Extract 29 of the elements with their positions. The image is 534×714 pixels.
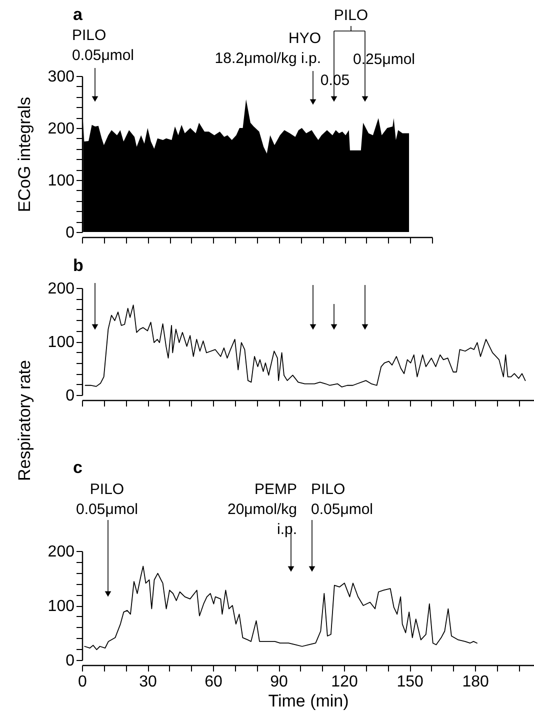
x-tick-label: 60 [204,674,223,690]
x-tick-label: 30 [139,674,158,690]
x-tick-label: 90 [270,674,288,690]
chart-title: c [73,458,82,477]
y-axis-title: Respiratory rate [14,360,34,481]
y-tick-label: 100 [48,598,75,615]
text: PILO [334,7,368,24]
text: PILO 0.05μmol [311,481,374,518]
x-tick-label: 180 [462,674,489,690]
y-tick-label: 100 [48,334,75,351]
y-tick-label: 0 [66,652,75,670]
y-tick-label: 200 [48,120,75,138]
y-tick-label: 200 [48,544,75,560]
x-tick-label: 150 [396,674,424,690]
text: HYO 18.2μmol/kg i.p. [214,30,321,67]
y-tick-label: 0 [66,388,75,404]
x-tick-label: 120 [331,674,358,690]
x-tick-label: 0 [78,674,88,690]
line-series [84,304,526,388]
y-tick-label: 300 [48,68,75,86]
chart-title: b [73,256,84,275]
chart-title: a [73,5,83,24]
y-tick-label: 200 [48,280,75,298]
x-axis-title: Time (min) [268,692,349,710]
text: PILO 0.05μmol [76,481,138,518]
text: PILO 0.05μmol [72,27,134,64]
y-tick-label: 100 [48,172,75,190]
y-axis-title: ECoG integrals [14,96,34,212]
y-tick-label: 0 [66,224,75,242]
